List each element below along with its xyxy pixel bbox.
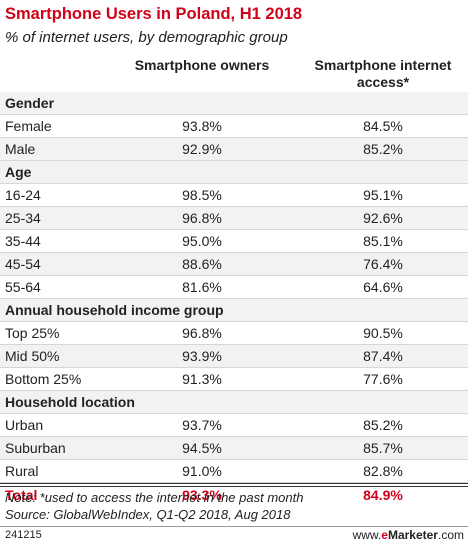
- row-label: 45-54: [5, 256, 41, 272]
- section-label: Gender: [5, 95, 55, 111]
- table-row: 35-44 95.0% 85.1%: [0, 230, 468, 253]
- row-label: 35-44: [5, 233, 41, 249]
- row-label: Suburban: [5, 440, 66, 456]
- table-row: Rural 91.0% 82.8%: [0, 460, 468, 483]
- value-smartphone-owners: 91.3%: [182, 371, 222, 387]
- brand-logo: www.eMarketer.com: [353, 528, 464, 542]
- footnote: Note: *used to access the internet in th…: [5, 490, 304, 505]
- row-label: Urban: [5, 417, 44, 433]
- row-label: Mid 50%: [5, 348, 60, 364]
- value-smartphone-owners: 93.8%: [182, 118, 222, 134]
- chart-subtitle: % of internet users, by demographic grou…: [5, 29, 288, 46]
- value-smartphone-internet-access: 85.1%: [363, 233, 403, 249]
- table-row: Top 25% 96.8% 90.5%: [0, 322, 468, 345]
- section-row: Household location: [0, 391, 468, 414]
- total-smartphone-internet-access: 84.9%: [363, 487, 403, 503]
- value-smartphone-internet-access: 85.2%: [363, 141, 403, 157]
- value-smartphone-internet-access: 64.6%: [363, 279, 403, 295]
- value-smartphone-owners: 98.5%: [182, 187, 222, 203]
- total-smartphone-owners: 93.3%: [182, 487, 222, 503]
- total-label: Total: [5, 487, 38, 503]
- value-smartphone-owners: 94.5%: [182, 440, 222, 456]
- value-smartphone-internet-access: 92.6%: [363, 210, 403, 226]
- value-smartphone-owners: 96.8%: [182, 325, 222, 341]
- value-smartphone-owners: 91.0%: [182, 463, 222, 479]
- column-header-smartphone-internet-access: Smartphone internet access*: [314, 57, 452, 90]
- row-label: Top 25%: [5, 325, 60, 341]
- value-smartphone-internet-access: 84.5%: [363, 118, 403, 134]
- table-row: 25-34 96.8% 92.6%: [0, 207, 468, 230]
- chart-title: Smartphone Users in Poland, H1 2018: [5, 5, 303, 23]
- section-row: Age: [0, 161, 468, 184]
- table-row: 45-54 88.6% 76.4%: [0, 253, 468, 276]
- value-smartphone-owners: 81.6%: [182, 279, 222, 295]
- value-smartphone-owners: 95.0%: [182, 233, 222, 249]
- table-row: Bottom 25% 91.3% 77.6%: [0, 368, 468, 391]
- row-label: Rural: [5, 463, 39, 479]
- table-row: Male 92.9% 85.2%: [0, 138, 468, 161]
- section-label: Annual household income group: [5, 302, 224, 318]
- row-label: Bottom 25%: [5, 371, 82, 387]
- value-smartphone-owners: 96.8%: [182, 210, 222, 226]
- row-label: Female: [5, 118, 52, 134]
- section-row: Annual household income group: [0, 299, 468, 322]
- value-smartphone-internet-access: 85.2%: [363, 417, 403, 433]
- section-row: Gender: [0, 92, 468, 115]
- brand-suffix: .com: [437, 528, 464, 542]
- footer-rule: [0, 526, 468, 527]
- row-label: Male: [5, 141, 36, 157]
- value-smartphone-internet-access: 76.4%: [363, 256, 403, 272]
- value-smartphone-owners: 92.9%: [182, 141, 222, 157]
- row-label: 16-24: [5, 187, 41, 203]
- table-bottom-rule: [0, 486, 468, 487]
- brand-prefix: www.: [352, 528, 382, 542]
- table-row: Urban 93.7% 85.2%: [0, 414, 468, 437]
- table-row: Suburban 94.5% 85.7%: [0, 437, 468, 460]
- value-smartphone-internet-access: 77.6%: [363, 371, 403, 387]
- row-label: 55-64: [5, 279, 41, 295]
- value-smartphone-owners: 93.7%: [182, 417, 222, 433]
- section-label: Household location: [5, 394, 135, 410]
- value-smartphone-internet-access: 87.4%: [363, 348, 403, 364]
- brand-name: Marketer: [387, 528, 438, 542]
- source-note: Source: GlobalWebIndex, Q1-Q2 2018, Aug …: [5, 507, 291, 522]
- value-smartphone-owners: 88.6%: [182, 256, 222, 272]
- column-header-smartphone-owners: Smartphone owners: [134, 57, 270, 73]
- table-row: 55-64 81.6% 64.6%: [0, 276, 468, 299]
- value-smartphone-internet-access: 90.5%: [363, 325, 403, 341]
- table-body: Gender Female 93.8% 84.5% Male 92.9% 85.2% Age 1…: [0, 92, 468, 506]
- table-row: 16-24 98.5% 95.1%: [0, 184, 468, 207]
- section-label: Age: [5, 164, 32, 180]
- value-smartphone-internet-access: 95.1%: [363, 187, 403, 203]
- value-smartphone-internet-access: 82.8%: [363, 463, 403, 479]
- total-row: Total 93.3% 84.9%: [0, 483, 468, 506]
- table-row: Mid 50% 93.9% 87.4%: [0, 345, 468, 368]
- value-smartphone-owners: 93.9%: [182, 348, 222, 364]
- row-label: 25-34: [5, 210, 41, 226]
- value-smartphone-internet-access: 85.7%: [363, 440, 403, 456]
- brand-e: e: [381, 528, 388, 542]
- chart-id: 241215: [5, 529, 42, 541]
- table-row: Female 93.8% 84.5%: [0, 115, 468, 138]
